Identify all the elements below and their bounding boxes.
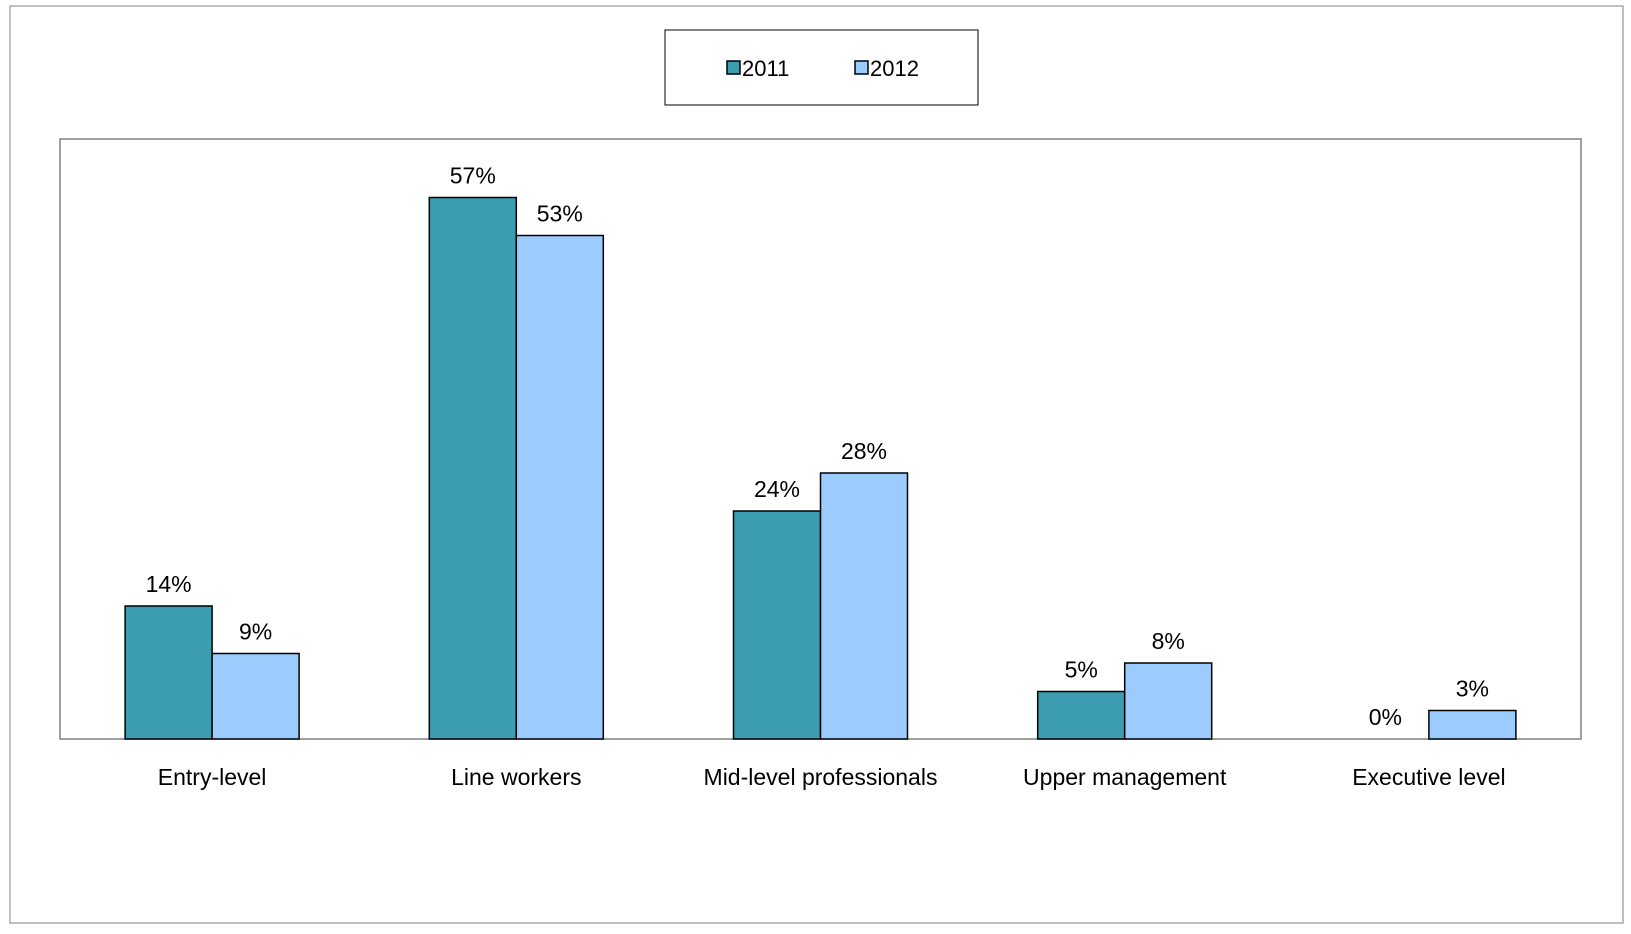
bar-2011-1 [428,196,518,740]
bars [124,196,1517,740]
bar-2011-3 [1036,690,1126,740]
data-label-2012-0: 9% [239,619,272,645]
bar-2012-4 [1428,709,1517,740]
data-label-2011-3: 5% [1065,657,1098,683]
data-label-2012-1: 53% [537,201,583,227]
category-label-3: Upper management [1023,764,1227,790]
data-label-2011-4: 0% [1369,704,1402,730]
data-label-2012-4: 3% [1456,676,1489,702]
legend-label-2012: 2012 [870,56,919,81]
category-label-4: Executive level [1352,764,1505,790]
bar-2012-2 [819,472,909,740]
data-label-2011-2: 24% [754,476,800,502]
data-label-2011-1: 57% [450,163,496,189]
data-label-2011-0: 14% [146,571,192,597]
category-labels: Entry-level Line workers Mid-level profess… [158,764,1506,790]
legend-items: 2011 2012 [726,56,919,81]
bar-2012-1 [515,234,605,740]
category-label-0: Entry-level [158,764,267,790]
legend-box [664,29,979,106]
category-label-2: Mid-level professionals [704,764,938,790]
data-labels: 14% 9% 57% 53% 24% 28% 5% 8% 0% 3% [146,163,1489,731]
bar-2012-3 [1123,662,1213,740]
legend-swatch-2012 [854,60,869,75]
data-label-2012-3: 8% [1152,628,1185,654]
bar-2011-2 [732,510,822,740]
category-label-1: Line workers [451,764,581,790]
bar-2012-0 [211,652,300,740]
bar-2011-0 [124,605,213,740]
data-label-2012-2: 28% [841,438,887,464]
legend-swatch-2011 [726,60,741,75]
legend-label-2011: 2011 [742,56,789,81]
legend: 2011 2012 [664,29,979,106]
